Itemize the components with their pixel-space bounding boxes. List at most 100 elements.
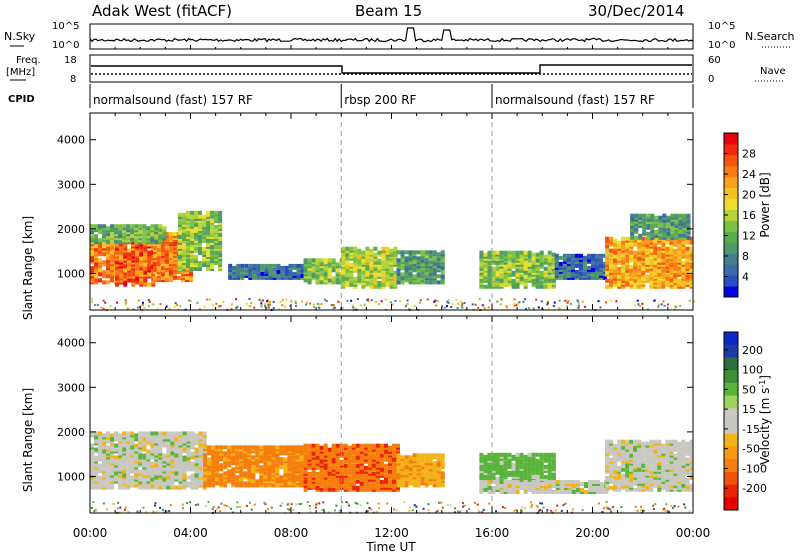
power-cell xyxy=(161,266,165,270)
velocity-cell xyxy=(625,470,629,474)
velocity-cell xyxy=(429,453,433,457)
velocity-cell xyxy=(263,471,267,475)
velocity-cell xyxy=(488,475,492,479)
power-cell xyxy=(349,283,353,287)
velocity-cell xyxy=(552,459,556,463)
velocity-cell xyxy=(592,480,596,484)
power-cell xyxy=(102,252,106,256)
power-cell xyxy=(198,225,202,229)
power-cell xyxy=(147,283,151,287)
velocity-cell xyxy=(118,433,122,437)
velocity-cell xyxy=(94,456,98,460)
velocity-cell xyxy=(508,471,512,475)
power-cell xyxy=(609,249,613,253)
velocity-cell xyxy=(110,470,114,474)
power-cell xyxy=(246,303,248,305)
power-cell xyxy=(215,303,217,305)
power-cell xyxy=(563,254,567,258)
power-cell xyxy=(421,274,425,278)
power-cell xyxy=(621,253,625,257)
velocity-cell xyxy=(191,462,195,466)
power-cell xyxy=(479,298,481,300)
power-cell xyxy=(262,299,264,301)
power-cell xyxy=(252,264,256,268)
power-cell xyxy=(413,266,417,270)
power-cell xyxy=(98,224,102,228)
velocity-cell xyxy=(332,464,336,468)
velocity-cell xyxy=(488,465,492,469)
power-cell xyxy=(147,263,151,267)
velocity-cell xyxy=(488,480,492,484)
velocity-cell xyxy=(259,451,263,455)
velocity-cell xyxy=(380,458,384,462)
power-cell xyxy=(369,279,373,283)
power-cell xyxy=(134,238,138,242)
velocity-cell xyxy=(90,444,94,448)
power-cell xyxy=(135,265,139,269)
power-cell xyxy=(268,264,272,268)
velocity-cell xyxy=(203,431,207,435)
power-cell xyxy=(553,305,555,307)
power-cell xyxy=(147,251,151,255)
power-cell xyxy=(559,300,561,302)
power-cell xyxy=(110,232,114,236)
velocity-cell xyxy=(520,482,524,486)
power-cell xyxy=(658,224,662,228)
power-cell xyxy=(369,263,373,267)
velocity-cell xyxy=(544,480,548,484)
velocity-cell xyxy=(344,464,348,468)
velocity-cell xyxy=(437,453,441,457)
velocity-cell xyxy=(544,486,548,490)
power-cell xyxy=(598,300,600,302)
power-cell xyxy=(166,306,168,308)
power-cell xyxy=(605,237,609,241)
power-cell xyxy=(331,304,333,306)
velocity-cell xyxy=(417,453,421,457)
velocity-cell xyxy=(441,461,445,465)
power-cell xyxy=(290,301,292,303)
velocity-cell xyxy=(174,472,178,476)
velocity-cell xyxy=(231,455,235,459)
power-cell xyxy=(405,305,407,307)
velocity-cell xyxy=(560,484,564,488)
velocity-cell xyxy=(158,486,162,490)
velocity-cell xyxy=(356,486,360,490)
power-cell xyxy=(146,232,150,236)
power-cell xyxy=(567,300,569,302)
velocity-cell xyxy=(544,475,548,479)
power-cell xyxy=(633,255,637,259)
power-cell xyxy=(540,259,544,263)
power-cell xyxy=(94,274,98,278)
velocity-cell xyxy=(211,483,215,487)
power-cell xyxy=(313,306,315,308)
power-cell xyxy=(177,276,181,280)
velocity-cell xyxy=(532,457,536,461)
velocity-cell xyxy=(243,471,247,475)
velocity-cell xyxy=(552,480,556,484)
power-cell xyxy=(260,305,262,307)
power-cell xyxy=(653,269,657,273)
power-cell xyxy=(540,271,544,275)
velocity-cell xyxy=(580,488,584,492)
velocity-cell xyxy=(138,456,142,460)
velocity-cell xyxy=(609,440,613,444)
velocity-cell xyxy=(348,488,352,492)
power-cell xyxy=(118,230,122,234)
power-cell xyxy=(508,263,512,267)
power-cell xyxy=(482,304,484,306)
velocity-cell xyxy=(126,431,130,435)
power-cell xyxy=(629,251,633,255)
power-cell xyxy=(457,307,459,309)
velocity-cell xyxy=(110,433,114,437)
power-cell xyxy=(206,299,208,301)
power-cell xyxy=(664,305,666,307)
velocity-cell xyxy=(360,448,364,452)
power-cell xyxy=(295,305,297,307)
power-cell xyxy=(629,273,633,277)
velocity-cell xyxy=(130,484,134,488)
velocity-cell xyxy=(195,460,199,464)
power-cell xyxy=(427,299,429,301)
power-cell xyxy=(126,224,130,228)
velocity-cell xyxy=(344,452,348,456)
power-cell xyxy=(429,272,433,276)
